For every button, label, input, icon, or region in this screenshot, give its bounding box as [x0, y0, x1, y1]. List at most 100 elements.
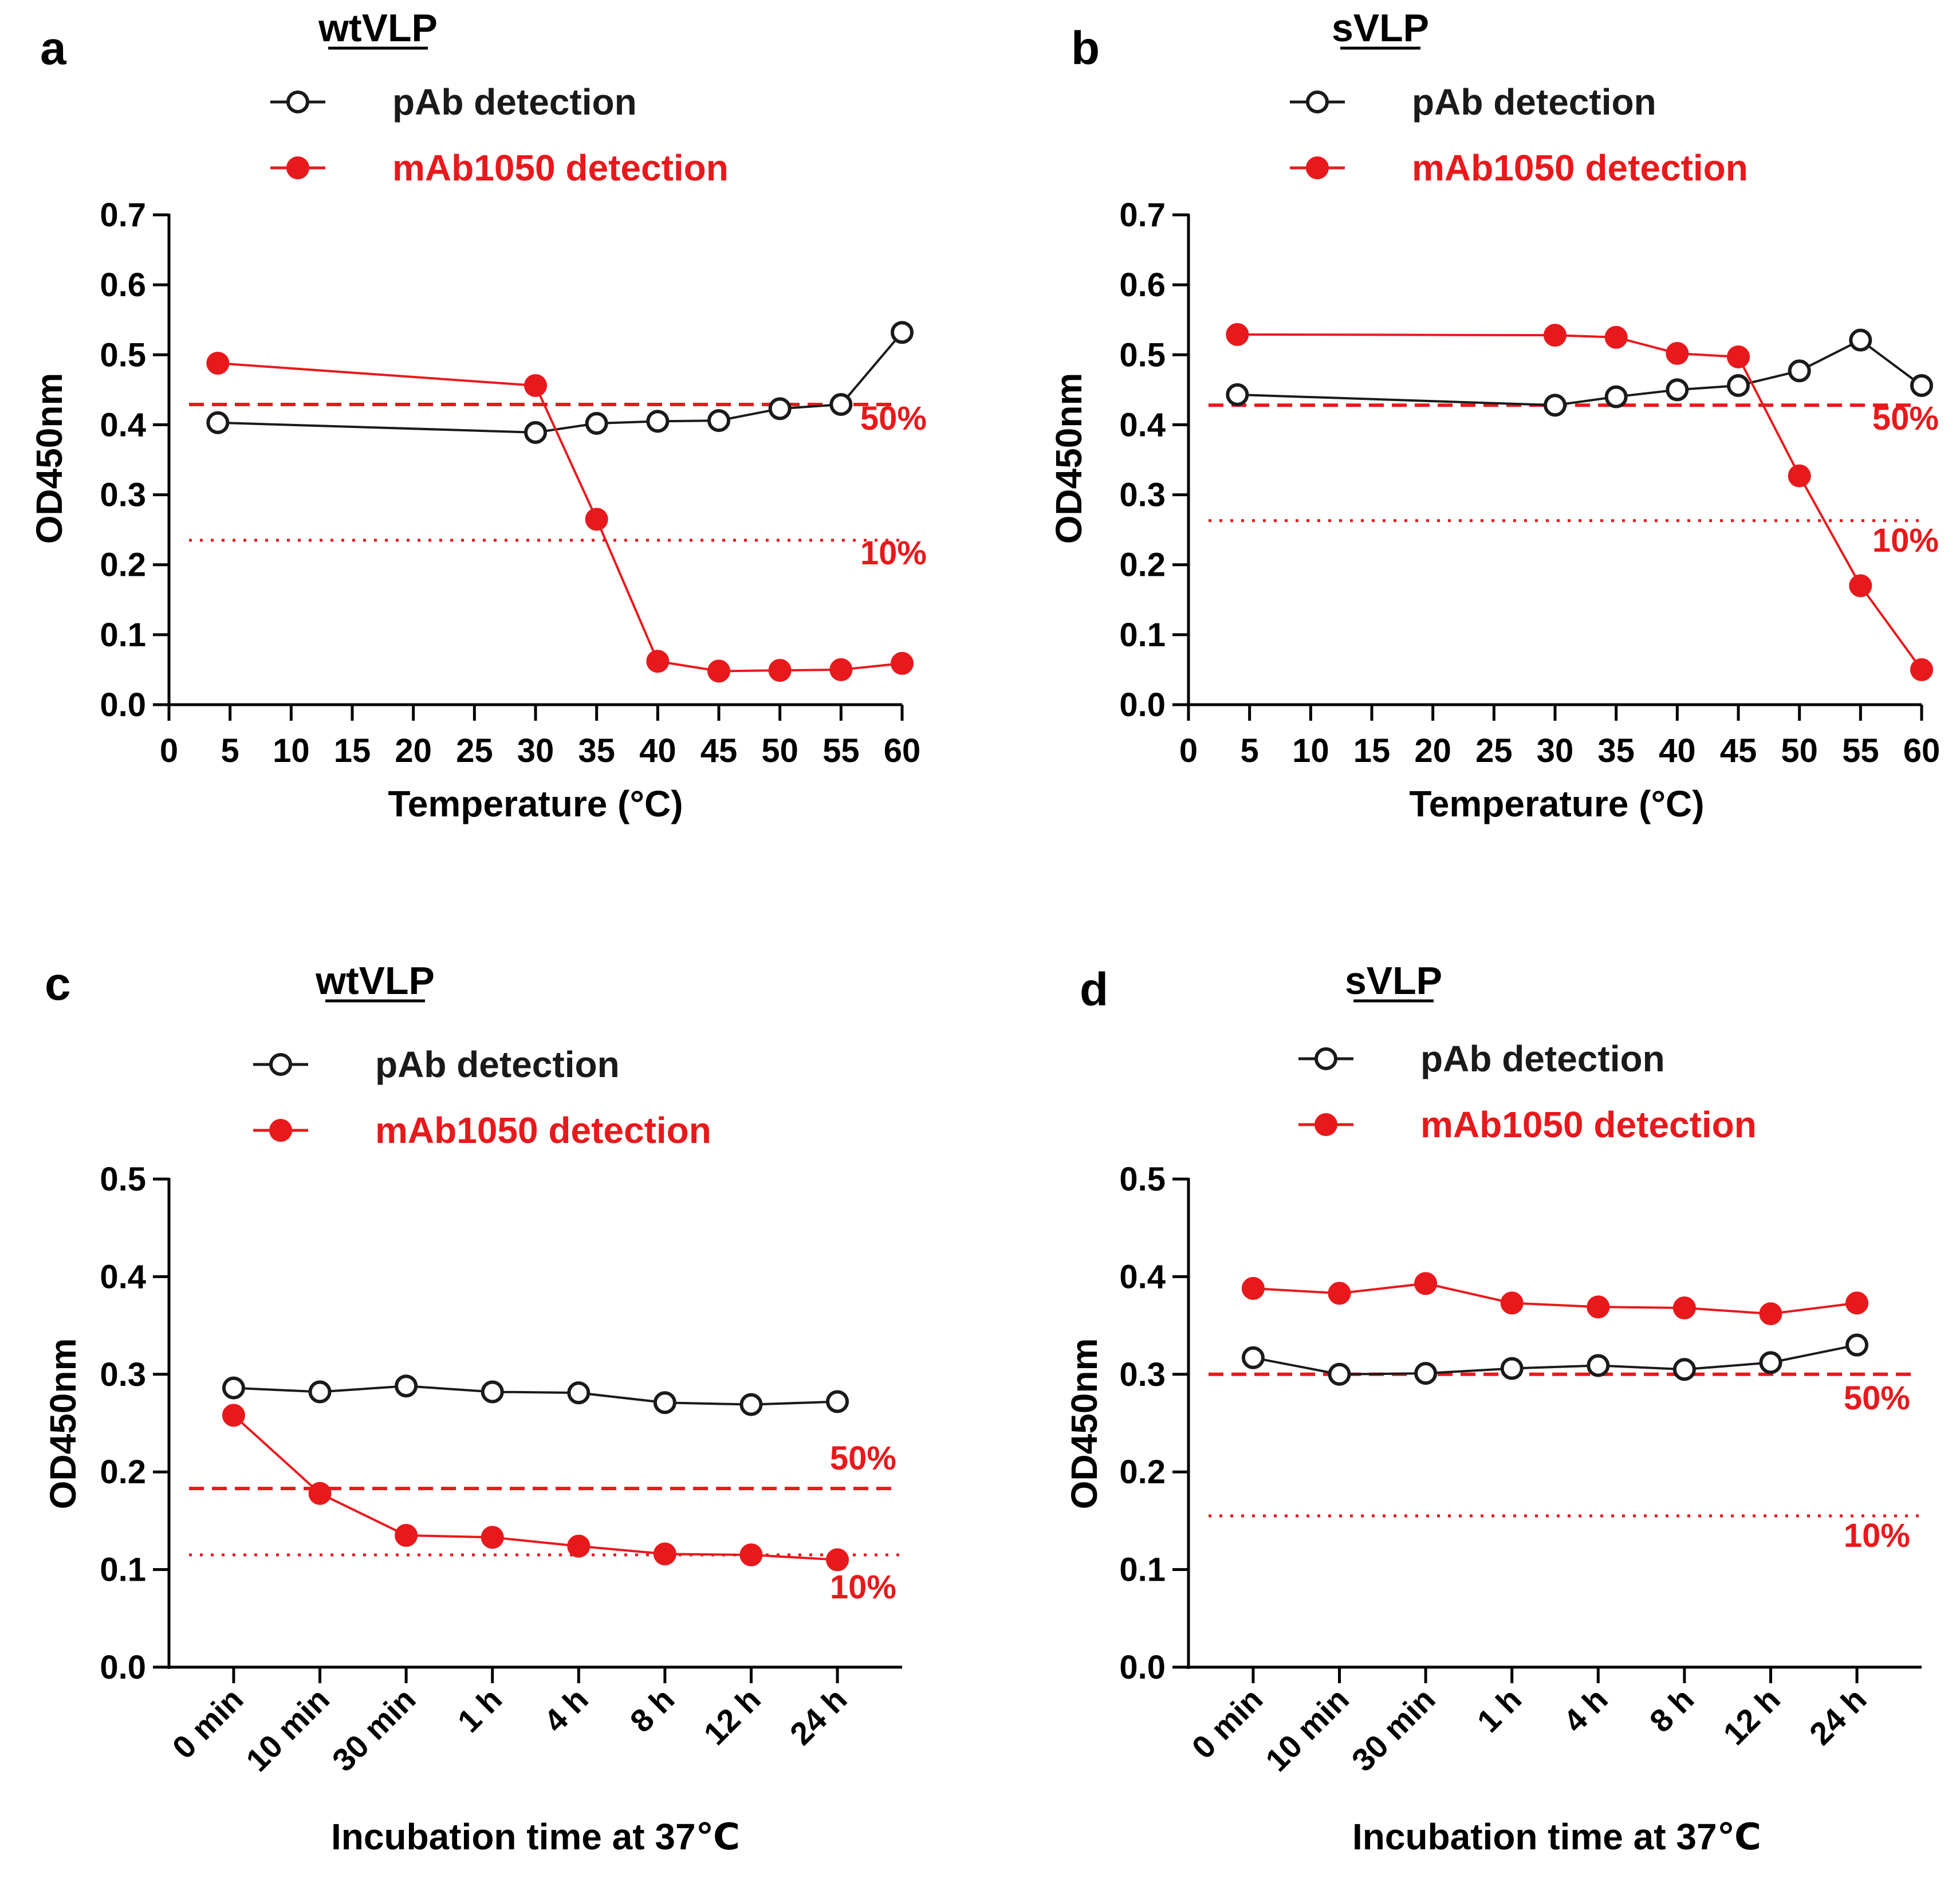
x-axis-title: Temperature (°C) [388, 783, 683, 824]
data-point [739, 1393, 763, 1416]
data-point [1328, 1362, 1351, 1386]
data-point [524, 374, 547, 398]
legend-label: mAb1050 detection [375, 1110, 711, 1151]
series-line [218, 331, 903, 434]
data-point [653, 1542, 676, 1566]
data-point [1845, 1333, 1869, 1357]
series-pab [1241, 1333, 1869, 1386]
x-tick-label: 45 [700, 732, 738, 769]
x-tick-label: 0 min [165, 1681, 250, 1766]
series-line [233, 1414, 838, 1561]
chart-panel-d: d sVLP pAb detection mAb1050 detection 0.0 0.… [1064, 959, 1922, 1857]
data-point [768, 659, 792, 682]
x-tick-label: 30 [517, 732, 554, 769]
x-tick-label: 30 min [1345, 1681, 1442, 1778]
y-tick-label: 0.2 [1119, 547, 1166, 584]
data-point [1241, 1276, 1265, 1300]
x-tick-label: 20 [1414, 732, 1451, 769]
x-tick-label: 35 [1597, 732, 1635, 769]
y-tick-label: 0.4 [100, 1258, 146, 1295]
x-tick-label: 10 min [239, 1681, 336, 1778]
legend-item-mab1050: mAb1050 detection [1298, 1104, 1757, 1145]
series-line [1253, 1282, 1857, 1315]
data-point [646, 650, 670, 673]
series-line [218, 362, 903, 673]
data-point [481, 1526, 504, 1549]
data-point [1500, 1291, 1524, 1315]
series-mab1050 [222, 1404, 849, 1571]
x-tick-label: 24 h [783, 1681, 854, 1752]
y-tick-label: 0.1 [1119, 1551, 1166, 1589]
y-tick-label: 0.7 [1119, 197, 1166, 234]
x-tick-label: 25 [1475, 732, 1513, 769]
data-point [1226, 383, 1249, 406]
x-tick-label: 30 min [325, 1681, 423, 1778]
data-point [1587, 1295, 1610, 1319]
x-tick-label: 5 [221, 732, 239, 769]
x-tick-label: 10 min [1258, 1681, 1356, 1778]
data-point [1544, 324, 1567, 347]
legend-marker [286, 156, 309, 179]
legend-item-pab: pAb detection [1298, 1038, 1665, 1079]
data-point [826, 1390, 849, 1413]
data-point [206, 351, 230, 375]
data-point [567, 1381, 591, 1405]
legend-label: pAb detection [1420, 1038, 1665, 1079]
x-axis-title: Incubation time at 37℃ [1352, 1816, 1761, 1857]
legend-label: mAb1050 detection [392, 147, 729, 188]
legend-item-pab: pAb detection [270, 81, 637, 123]
x-tick-label: 1 h [450, 1681, 509, 1739]
reference-label: 50% [1844, 1380, 1910, 1417]
reference-label: 10% [1872, 522, 1939, 559]
y-tick-label: 0.6 [100, 266, 146, 304]
x-axis-title: Incubation time at 37℃ [331, 1816, 740, 1857]
legend-label: pAb detection [1412, 81, 1656, 123]
data-point [1910, 374, 1933, 398]
y-tick-label: 0.0 [100, 1649, 146, 1686]
y-tick-label: 0.4 [100, 406, 146, 443]
panel-title: wtVLP [315, 959, 435, 1003]
data-point [1849, 574, 1872, 598]
y-tick-label: 0.3 [1119, 477, 1166, 514]
data-point [891, 321, 914, 344]
y-tick-label: 0.4 [1119, 406, 1166, 443]
x-axis-title: Temperature (°C) [1409, 783, 1704, 824]
y-tick-label: 0.3 [100, 1356, 146, 1393]
data-point [524, 421, 547, 444]
data-point [395, 1374, 418, 1398]
data-point [308, 1380, 332, 1404]
panel-label: d [1080, 964, 1108, 1016]
y-tick-label: 0.1 [100, 616, 146, 654]
y-tick-label: 0.5 [100, 336, 146, 374]
data-point [826, 1548, 849, 1571]
series-pab [1226, 328, 1933, 417]
panel-label: b [1071, 22, 1100, 74]
data-point [395, 1523, 418, 1547]
data-point [1788, 359, 1811, 383]
x-tick-label: 5 [1241, 732, 1259, 769]
data-point [481, 1380, 504, 1404]
series-line [1253, 1343, 1857, 1376]
data-point [1587, 1354, 1610, 1377]
reference-label: 10% [860, 535, 927, 572]
x-tick-label: 12 h [1716, 1681, 1787, 1752]
y-tick-label: 0.2 [100, 547, 146, 584]
y-tick-label: 0.3 [1119, 1356, 1166, 1393]
x-tick-label: 60 [1903, 732, 1941, 769]
x-tick-label: 1 h [1470, 1681, 1528, 1739]
legend-label: pAb detection [375, 1044, 620, 1085]
legend-marker [269, 1053, 292, 1076]
data-point [222, 1376, 245, 1400]
legend-label: mAb1050 detection [1412, 147, 1748, 188]
x-tick-label: 4 h [1556, 1681, 1615, 1739]
y-axis-title: OD450nm [1064, 1338, 1105, 1510]
data-point [308, 1482, 332, 1505]
series-mab1050 [206, 351, 914, 683]
y-axis-title: OD450nm [1048, 373, 1089, 544]
series-pab [222, 1374, 849, 1416]
legend-item-mab1050: mAb1050 detection [270, 147, 729, 188]
legend-item-pab: pAb detection [253, 1044, 620, 1085]
x-tick-label: 60 [884, 732, 921, 769]
x-tick-label: 0 [160, 732, 178, 769]
